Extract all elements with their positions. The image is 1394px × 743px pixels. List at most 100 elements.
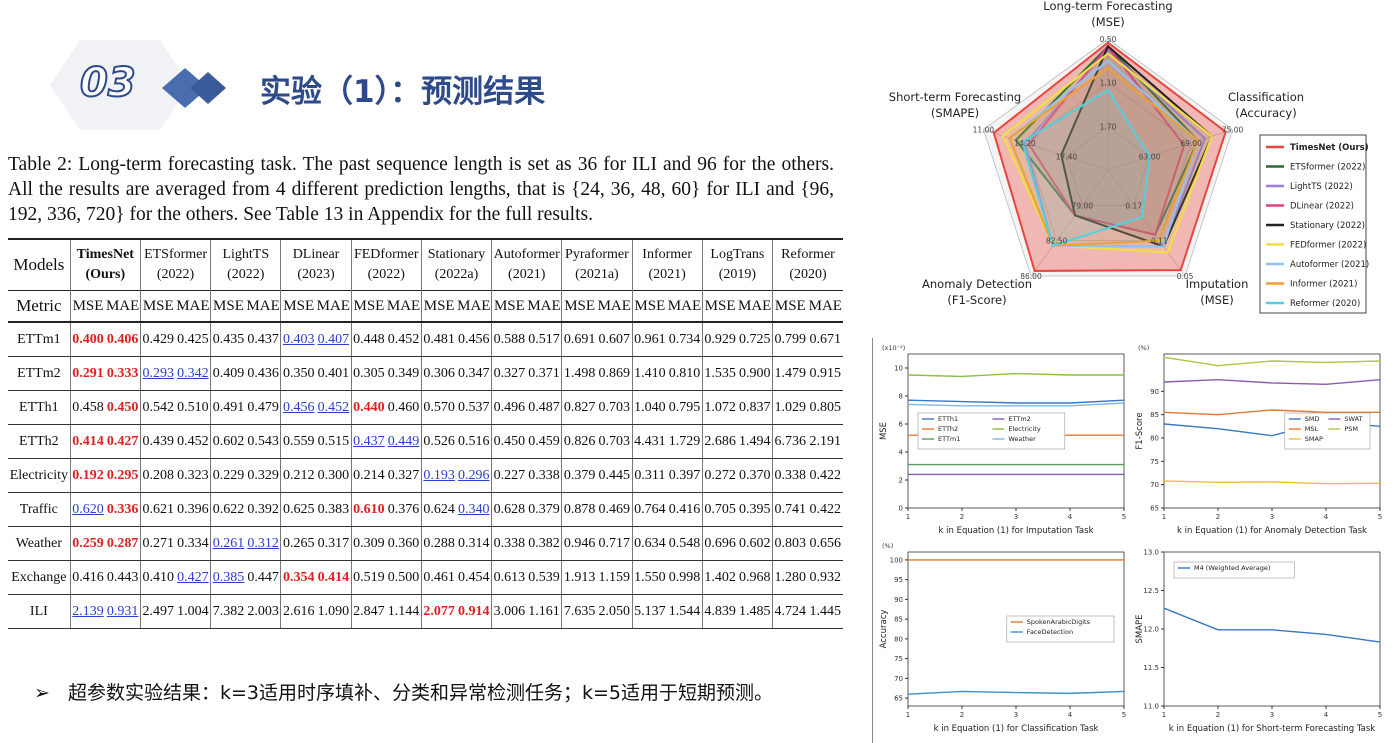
value: 5.137 (634, 603, 666, 619)
cell: 1.445 (807, 594, 843, 629)
value: 0.448 (353, 331, 385, 347)
cell: 0.613 (491, 560, 527, 595)
cell: 2.847 (350, 594, 387, 629)
x-tick-label: 4 (1068, 711, 1073, 719)
radar-tick-label: 75.00 (1222, 126, 1244, 135)
cell: 0.458 (69, 390, 106, 425)
value: 0.900 (738, 365, 771, 381)
value: 0.370 (738, 467, 771, 483)
value: 0.607 (598, 331, 630, 347)
value: 0.329 (247, 467, 279, 483)
metric: MAE (245, 290, 281, 323)
line-chart: 65 70 75 80 85 90 1 2 3 4 5 k in Equation (1) for A… (1135, 344, 1382, 536)
value: 0.795 (668, 399, 701, 415)
value: 0.229 (212, 467, 245, 483)
cell: 0.396 (175, 492, 211, 527)
value: 0.414 (72, 433, 104, 449)
model-year: (2022) (227, 267, 265, 282)
cell: 0.827 (561, 390, 597, 425)
cell: 0.602 (210, 424, 246, 459)
metric: MAE (596, 290, 633, 323)
legend-label: ETTh1 (938, 415, 958, 423)
value: 0.327 (493, 365, 526, 381)
value: 0.261 (212, 535, 245, 551)
cell: 0.422 (807, 458, 843, 493)
value: 0.968 (738, 569, 771, 585)
radar-tick-label: 86.00 (1020, 272, 1042, 281)
value: 0.703 (598, 433, 630, 449)
value: 2.050 (598, 603, 630, 619)
value: 0.327 (387, 467, 420, 483)
line-chart: 11.0 11.5 12.0 12.5 13.0 1 2 3 4 5k in Equation (… (1135, 549, 1382, 735)
model-year: (Ours) (85, 267, 126, 282)
x-tick-label: 5 (1378, 711, 1382, 719)
model-year: (2021a) (575, 267, 619, 282)
cell: 2.497 (139, 594, 176, 629)
value: 0.827 (563, 399, 596, 415)
value: 0.342 (177, 365, 209, 381)
cell: 0.725 (737, 322, 773, 357)
value: 0.382 (528, 535, 560, 551)
metric: MAE (526, 290, 562, 323)
cell: 0.634 (631, 526, 668, 561)
cell: 0.517 (526, 322, 562, 357)
x-tick-label: 1 (906, 711, 910, 719)
metric: MSE (631, 290, 668, 323)
cell: 0.214 (350, 458, 387, 493)
cell: 1.485 (737, 594, 773, 629)
metric: MAE (175, 290, 211, 323)
cell: 1.498 (561, 356, 597, 391)
value: 3.006 (493, 603, 526, 619)
legend-label: Weather (1008, 435, 1036, 443)
value: 0.452 (177, 433, 209, 449)
value: 0.414 (317, 569, 350, 585)
cell: 0.515 (316, 424, 352, 459)
cell: 0.516 (456, 424, 492, 459)
x-axis-label: k in Equation (1) for Anomaly Detection … (1177, 526, 1367, 536)
cell: 0.349 (386, 356, 422, 391)
x-axis-label: k in Equation (1) for Imputation Task (939, 526, 1094, 536)
legend-label: SMD (1305, 415, 1320, 423)
value: 0.445 (598, 467, 630, 483)
table-caption: Table 2: Long-term forecasting task. The… (8, 154, 834, 225)
value: 2.139 (72, 603, 104, 619)
value: 0.350 (282, 365, 315, 381)
cell: 0.409 (210, 356, 246, 391)
cell: 0.414 (69, 424, 106, 459)
y-tick-label: 75 (894, 655, 903, 663)
legend-box (917, 412, 1066, 450)
value: 0.376 (387, 501, 420, 517)
cell: 0.548 (667, 526, 703, 561)
value: 0.208 (142, 467, 174, 483)
slide-title: 实验（1）：预测结果 (260, 74, 546, 110)
cell: 0.317 (316, 526, 352, 561)
legend-label: Autoformer (2021) (1290, 260, 1369, 270)
metric: MAE (737, 290, 773, 323)
y-tick-label: 4 (899, 449, 904, 457)
axis-unit: (MSE) (1200, 293, 1233, 307)
radar-tick-label: 14.20 (1014, 139, 1036, 148)
value: 2.003 (247, 603, 279, 619)
model-header: ETSformer (2022) (139, 238, 211, 291)
value: 1.485 (738, 603, 771, 619)
line-chart: 65 70 75 80 85 90 95 100 1 2 3 4 5 k in Equation (1) … (879, 542, 1126, 734)
legend-label: Reformer (2020) (1290, 299, 1360, 309)
value: 0.696 (704, 535, 736, 551)
value: 0.458 (72, 399, 104, 415)
cell: 0.610 (350, 492, 387, 527)
cell: 0.306 (420, 356, 457, 391)
value: 0.826 (563, 433, 596, 449)
value: 0.407 (317, 331, 350, 347)
cell: 0.537 (456, 390, 492, 425)
value: 0.998 (668, 569, 701, 585)
cell: 0.931 (105, 594, 141, 629)
axis-title: Imputation (1186, 277, 1249, 291)
cell: 0.795 (667, 390, 703, 425)
value: 1.402 (704, 569, 736, 585)
cell: 0.338 (491, 526, 527, 561)
legend-label: ETTm2 (1008, 415, 1030, 423)
series-line (1163, 378, 1381, 386)
legend-label: SMAP (1305, 435, 1323, 443)
cell: 0.998 (667, 560, 703, 595)
y-axis-label: MSE (879, 422, 889, 440)
